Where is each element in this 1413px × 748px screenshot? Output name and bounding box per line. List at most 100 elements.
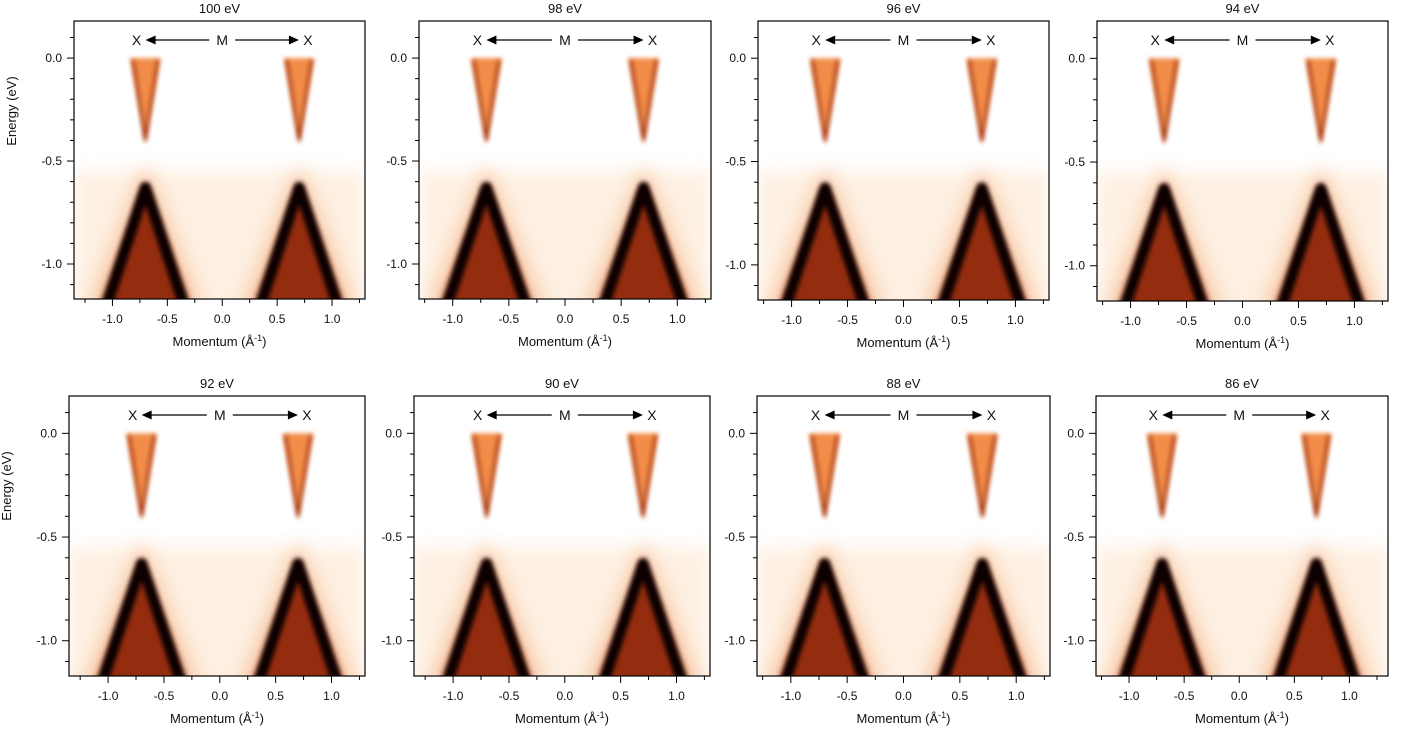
x-axis-title: Momentum (Å-1)	[173, 333, 267, 349]
surface-state-edge	[628, 435, 657, 517]
x-axis-title: Momentum (Å-1)	[1196, 335, 1290, 351]
k-label-x-left: X	[473, 32, 483, 48]
x-tick-label: 1.0	[323, 689, 340, 703]
x-tick-label: -1.0	[98, 689, 119, 703]
y-axis-title: Energy (eV)	[0, 451, 14, 520]
y-axis: 0.0 -0.5 -1.0	[1064, 37, 1097, 287]
x-axis-title: Momentum (Å-1)	[518, 333, 612, 349]
arrow-right-icon	[971, 35, 982, 45]
x-axis: -1.0 -0.5 0.0 0.5 1.0	[1101, 676, 1378, 703]
k-label-x-left: X	[812, 32, 822, 48]
arrow-right-icon	[632, 410, 643, 420]
x-tick-label: -1.0	[1119, 689, 1140, 703]
valence-band	[1278, 182, 1364, 301]
panel-6: 90 eV 0.0 -0.5 -1.0 -1.0 -0.5 0.0 0.5 1.0 Momentu…	[381, 376, 711, 726]
y-tick-label: -0.5	[36, 530, 57, 544]
surface-state-cone	[1146, 433, 1178, 521]
k-label-x-right: X	[647, 407, 657, 423]
x-tick-label: -1.0	[780, 689, 801, 703]
y-tick-label: -1.0	[725, 258, 746, 272]
x-tick-label: 0.0	[557, 312, 574, 326]
k-label-x-left: X	[128, 407, 138, 423]
surface-state-cone	[282, 433, 314, 521]
x-axis-title: Momentum (Å-1)	[857, 710, 951, 726]
surface-state-edge	[127, 435, 156, 517]
arrow-right-icon	[1306, 410, 1317, 420]
k-label-x-left: X	[1149, 407, 1159, 423]
panel-title: 88 eV	[887, 376, 921, 391]
surface-state-edge	[1148, 435, 1176, 517]
panel-title: 92 eV	[200, 376, 234, 391]
k-label-x-left: X	[473, 407, 483, 423]
y-tick-label: -1.0	[724, 634, 745, 648]
valence-band-edge	[781, 558, 869, 676]
y-tick-label: -1.0	[381, 634, 402, 648]
valence-band-edge	[443, 558, 530, 676]
valence-band	[939, 557, 1026, 676]
x-tick-label: -1.0	[442, 312, 463, 326]
x-tick-label: 0.0	[895, 313, 912, 327]
valence-band	[781, 557, 868, 676]
y-tick-label: -0.5	[381, 530, 402, 544]
dirac-cone-2	[1263, 433, 1370, 676]
valence-band	[257, 181, 341, 299]
x-tick-label: -0.5	[154, 689, 175, 703]
y-tick-label: 0.0	[40, 426, 57, 440]
arrow-left-icon	[1162, 410, 1173, 420]
plot-frame	[413, 395, 711, 677]
y-axis: 0.0 -0.5 -1.0	[36, 412, 69, 662]
x-axis: -1.0 -0.5 0.0 0.5 1.0	[762, 676, 1045, 703]
k-label-x-right: X	[303, 32, 313, 48]
panel-2: 98 eV 0.0 -0.5 -1.0 -1.0 -0.5 0.0 0.5 1.0 Momentu…	[386, 1, 712, 349]
x-tick-label: -0.5	[1176, 314, 1197, 328]
valence-band-edge	[1120, 183, 1208, 301]
y-tick-label: 0.0	[390, 51, 407, 65]
dirac-cone-1	[771, 58, 880, 300]
surface-state-edge	[968, 435, 997, 517]
y-axis-title: Energy (eV)	[4, 76, 19, 145]
valence-band-edge	[599, 558, 687, 676]
k-label-x-left: X	[132, 32, 142, 48]
surface-state-cone	[966, 433, 999, 521]
x-tick-label: 1.0	[324, 312, 341, 326]
k-label-m: M	[214, 407, 226, 423]
valence-band-edge	[443, 182, 530, 299]
y-tick-label: -0.5	[724, 530, 745, 544]
y-axis: 0.0 -0.5 -1.0	[724, 412, 757, 662]
arrow-left-icon	[1164, 35, 1175, 45]
x-axis-title: Momentum (Å-1)	[515, 710, 609, 726]
x-tick-label: 1.0	[1007, 313, 1024, 327]
surface-state-edge	[629, 59, 658, 141]
x-axis-title: Momentum (Å-1)	[170, 710, 264, 726]
surface-state-edge	[283, 435, 312, 517]
valence-band	[600, 181, 687, 299]
valence-band-edge	[938, 558, 1026, 676]
k-label-x-right: X	[1321, 407, 1331, 423]
dirac-cone-2	[589, 433, 697, 676]
k-label-x-left: X	[811, 407, 821, 423]
x-axis: -1.0 -0.5 0.0 0.5 1.0	[79, 676, 360, 703]
k-label-x-right: X	[986, 32, 996, 48]
x-axis: -1.0 -0.5 0.0 0.5 1.0	[84, 299, 361, 326]
y-tick-label: -0.5	[41, 154, 62, 168]
surface-state-cone	[470, 433, 503, 521]
surface-state-edge	[131, 59, 160, 141]
x-tick-label: -1.0	[1120, 314, 1141, 328]
k-label-m: M	[1237, 32, 1249, 48]
surface-state-cone	[130, 58, 161, 145]
dirac-cone-1	[1108, 433, 1216, 676]
x-tick-label: 0.5	[952, 689, 969, 703]
surface-state-edge	[1150, 60, 1179, 142]
valence-band	[443, 181, 530, 299]
valence-band	[1121, 182, 1207, 301]
k-label-x-right: X	[648, 32, 658, 48]
arrow-right-icon	[633, 35, 644, 45]
dirac-cone-1	[432, 433, 541, 676]
k-label-m: M	[1233, 407, 1245, 423]
y-axis: 0.0 -0.5 -1.0	[381, 412, 414, 662]
dirac-cone-2	[1266, 58, 1375, 301]
